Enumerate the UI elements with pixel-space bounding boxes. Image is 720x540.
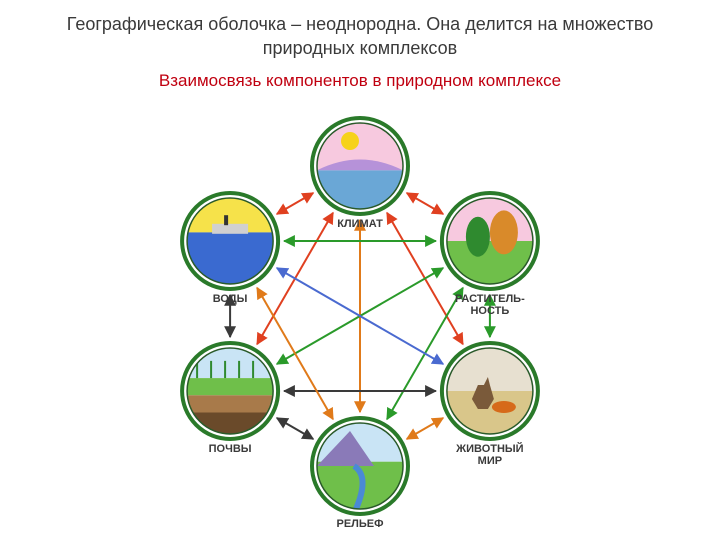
edge-climate-plants [407,193,443,214]
node-label-waters: ВОДЫ [213,293,248,305]
node-label-soils: ПОЧВЫ [209,443,252,455]
edge-waters-climate [277,193,313,214]
node-plants [442,193,538,289]
edge-animals-relief [407,418,443,439]
node-animals [442,343,538,439]
page-title: Географическая оболочка – неоднородна. О… [0,0,720,65]
page-subtitle: Взаимосвязь компонентов в природном комп… [0,71,720,91]
diagram-stage: КЛИМАТ РАСТИТЕЛЬ- НОСТЬ ЖИВОТНЫЙ МИР РЕЛЬЕФ… [0,91,720,540]
node-climate [312,118,408,214]
node-label-relief: РЕЛЬЕФ [336,518,383,530]
node-soils [182,343,278,439]
node-waters [182,193,278,289]
node-relief [312,418,408,514]
edge-relief-soils [277,418,313,439]
node-label-climate: КЛИМАТ [337,218,383,230]
node-label-plants: РАСТИТЕЛЬ- НОСТЬ [455,293,525,317]
node-label-animals: ЖИВОТНЫЙ МИР [456,443,523,467]
diagram-svg [0,91,720,540]
